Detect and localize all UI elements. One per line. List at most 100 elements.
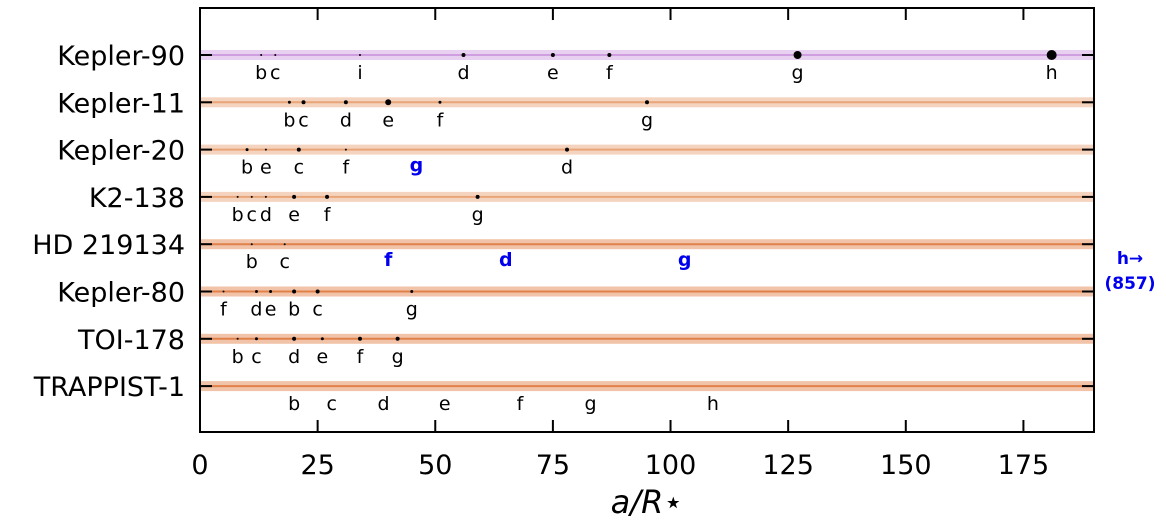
planet-label-toi-178-f: f <box>357 346 365 368</box>
planet-label-kepler-80-e: e <box>265 299 277 321</box>
planet-point-kepler-80-c <box>315 289 320 294</box>
x-axis: 0 25 50 75 100 125 150 175 <box>191 8 1049 481</box>
planet-label-kepler-20-e: e <box>260 157 272 179</box>
x-tick-label-100: 100 <box>645 450 697 481</box>
planet-point-toi-178-e <box>320 337 324 341</box>
planet-point-kepler-20-e <box>264 148 267 151</box>
planet-point-kepler-90-h <box>1046 50 1057 60</box>
planet-label-kepler-11-e: e <box>382 109 394 131</box>
planet-label-kepler-90-c: c <box>270 62 280 84</box>
planet-point-kepler-20-f <box>344 148 347 151</box>
planet-label-kepler-80-f: f <box>220 299 228 321</box>
x-axis-label: a/R⋆ <box>611 483 684 521</box>
planet-label-kepler-20-c: c <box>294 157 304 179</box>
planet-label-k2-138-d: d <box>260 204 272 226</box>
y-tick-label-kepler-90: Kepler-90 <box>57 41 185 72</box>
planet-point-kepler-90-b <box>260 54 263 56</box>
planet-point-toi-178-g <box>395 336 400 341</box>
y-tick-label-kepler-80: Kepler-80 <box>57 278 185 309</box>
planet-point-kepler-90-c <box>274 54 277 56</box>
planet-point-kepler-11-b <box>287 100 291 104</box>
planet-label-trappist-1-f: f <box>517 393 525 415</box>
planet-point-kepler-80-e <box>269 290 273 293</box>
planet-label-toi-178-e: e <box>316 346 328 368</box>
planet-point-kepler-90-g <box>793 51 802 59</box>
planet-label-kepler-90-e: e <box>547 62 559 84</box>
y-tick-label-kepler-20: Kepler-20 <box>57 136 185 167</box>
y-tick-label-k2-138: K2-138 <box>89 183 185 214</box>
planet-label-trappist-1-c: c <box>327 393 337 415</box>
planet-point-toi-178-c <box>254 337 258 341</box>
annotation-line-1: h→ <box>1117 249 1143 269</box>
planet-point-hd-219134-b <box>250 243 253 246</box>
planet-point-k2-138-e <box>292 194 297 199</box>
planet-point-kepler-20-c <box>296 147 301 152</box>
x-tick-label-75: 75 <box>536 450 570 481</box>
planet-label-kepler-20-g: g <box>410 155 424 177</box>
planet-label-toi-178-b: b <box>232 346 244 368</box>
y-axis: Kepler-90 Kepler-11 Kepler-20 K2-138 HD 2191… <box>32 41 1094 403</box>
planet-point-k2-138-d <box>264 195 267 198</box>
planet-label-kepler-90-g: g <box>792 62 804 84</box>
planet-point-kepler-90-d <box>461 53 466 57</box>
planet-label-trappist-1-h: h <box>707 393 719 415</box>
y-tick-label-hd-219134: HD 219134 <box>32 230 185 261</box>
planet-label-kepler-11-c: c <box>298 109 308 131</box>
planet-label-hd-219134-d: d <box>499 249 513 271</box>
planet-label-kepler-90-f: f <box>606 62 614 84</box>
planet-label-trappist-1-e: e <box>439 393 451 415</box>
planet-label-hd-219134-f: f <box>384 249 393 271</box>
planet-point-kepler-90-i <box>358 54 361 56</box>
planet-label-kepler-90-h: h <box>1046 62 1058 84</box>
planet-point-toi-178-f <box>357 336 362 341</box>
system-bands <box>200 50 1094 392</box>
planet-point-kepler-11-f <box>438 100 442 104</box>
planet-label-trappist-1-b: b <box>288 393 300 415</box>
planet-label-kepler-90-i: i <box>357 62 362 84</box>
planet-point-kepler-11-g <box>645 100 649 105</box>
x-tick-label-25: 25 <box>300 450 334 481</box>
planet-point-k2-138-f <box>325 194 330 199</box>
x-tick-label-150: 150 <box>880 450 932 481</box>
planet-label-toi-178-g: g <box>392 346 404 368</box>
x-tick-label-0: 0 <box>191 450 208 481</box>
planet-label-kepler-80-b: b <box>288 299 300 321</box>
planet-point-hd-219134-c <box>283 243 286 246</box>
planet-label-kepler-11-g: g <box>641 109 653 131</box>
planet-label-k2-138-c: c <box>247 204 257 226</box>
planet-label-kepler-80-c: c <box>312 299 322 321</box>
planet-label-kepler-20-b: b <box>241 157 253 179</box>
planet-point-kepler-80-g <box>410 290 414 293</box>
planet-point-kepler-80-f <box>222 290 225 293</box>
planet-point-kepler-20-d <box>565 147 570 152</box>
planet-label-k2-138-e: e <box>288 204 300 226</box>
planet-point-kepler-90-e <box>550 53 555 57</box>
planet-point-k2-138-g <box>475 194 480 199</box>
planet-label-trappist-1-g: g <box>585 393 597 415</box>
planet-point-toi-178-b <box>236 337 239 340</box>
planet-label-k2-138-g: g <box>472 204 484 226</box>
planet-label-kepler-80-d: d <box>250 299 262 321</box>
plot-frame <box>199 7 1095 433</box>
planet-label-toi-178-d: d <box>288 346 300 368</box>
planet-point-kepler-11-e <box>385 99 392 106</box>
y-tick-label-trappist-1: TRAPPIST-1 <box>33 372 185 403</box>
planet-markers: b c i d e f g hb c d e f gb e c f g db c d e f gb c f d gf d e b c gb c d… <box>220 50 1058 415</box>
planet-label-kepler-11-d: d <box>340 109 352 131</box>
x-tick-label-50: 50 <box>418 450 452 481</box>
planet-label-hd-219134-g: g <box>678 249 692 271</box>
planet-point-k2-138-b <box>236 195 239 198</box>
planet-label-kepler-20-d: d <box>561 157 573 179</box>
planet-label-hd-219134-b: b <box>246 251 258 273</box>
planet-label-kepler-11-b: b <box>283 109 295 131</box>
planet-label-kepler-20-f: f <box>343 157 351 179</box>
y-tick-label-kepler-11: Kepler-11 <box>57 88 185 119</box>
planet-label-k2-138-b: b <box>232 204 244 226</box>
planet-label-kepler-90-d: d <box>457 62 469 84</box>
planet-label-hd-219134-c: c <box>279 251 289 273</box>
x-tick-label-175: 175 <box>998 450 1050 481</box>
planet-point-kepler-11-c <box>301 100 306 105</box>
planet-label-trappist-1-d: d <box>377 393 389 415</box>
planet-point-kepler-80-b <box>292 289 297 294</box>
